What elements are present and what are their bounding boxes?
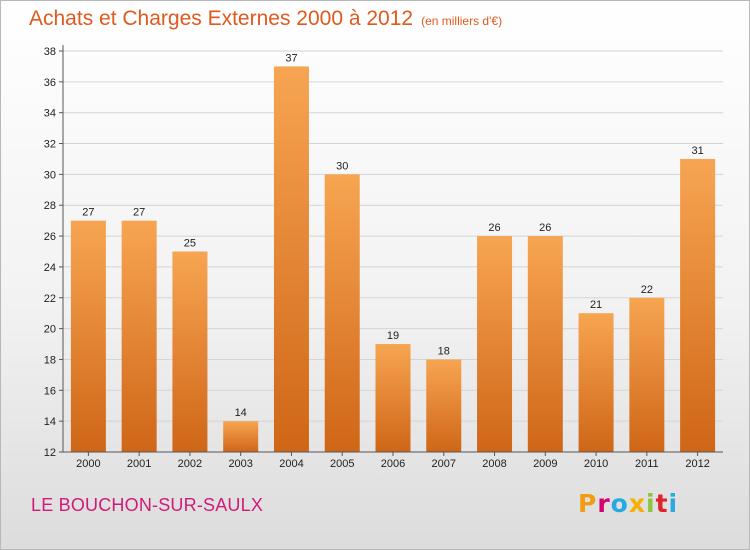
x-tick-label: 2003 [228, 458, 252, 470]
bar-value-label: 37 [285, 52, 297, 64]
brand-letter: P [578, 489, 598, 518]
chart-unit: (en milliers d'€) [421, 14, 503, 28]
bar [273, 66, 309, 452]
bar [578, 313, 614, 452]
bar [172, 251, 208, 452]
x-tick-label: 2007 [432, 458, 456, 470]
y-tick-label: 16 [44, 385, 56, 397]
y-tick-label: 22 [44, 293, 56, 305]
x-tick-label: 2011 [635, 458, 659, 470]
bar-value-label: 26 [539, 222, 551, 234]
bar [223, 421, 259, 452]
x-tick-label: 2008 [482, 458, 506, 470]
bar-value-label: 14 [235, 407, 247, 419]
bar-value-label: 30 [336, 160, 348, 172]
bar [477, 236, 513, 452]
bar [680, 158, 716, 452]
brand-letter: o [610, 489, 629, 518]
y-tick-label: 34 [44, 108, 56, 120]
y-tick-label: 26 [44, 231, 56, 243]
bar [629, 297, 665, 452]
y-tick-label: 18 [44, 354, 56, 366]
bar [426, 359, 462, 452]
bar-value-label: 21 [590, 299, 602, 311]
chart-title: Achats et Charges Externes 2000 à 2012 (e… [29, 7, 502, 31]
bar-value-label: 25 [184, 238, 196, 250]
axes: 12 14 16 18 20 22 24 26 28 30 32 34 36 38 2000 2001 2002… [44, 45, 723, 470]
x-tick-label: 2004 [279, 458, 303, 470]
y-tick-label: 30 [44, 169, 56, 181]
bar [324, 174, 360, 452]
bar-value-label: 22 [641, 284, 653, 296]
x-tick-label: 2009 [533, 458, 557, 470]
town-name: LE BOUCHON-SUR-SAULX [31, 495, 264, 515]
y-tick-label: 24 [44, 262, 56, 274]
x-tick-label: 2002 [178, 458, 202, 470]
bar [527, 236, 563, 452]
x-tick-label: 2012 [685, 458, 709, 470]
brand-letter: i [646, 489, 656, 518]
brand-letter: t [655, 489, 669, 518]
y-tick-label: 36 [44, 77, 56, 89]
brand-letter: i [668, 489, 679, 518]
y-tick-label: 32 [44, 139, 56, 151]
chart-title-text: Achats et Charges Externes 2000 à 2012 [29, 7, 414, 30]
x-tick-label: 2010 [584, 458, 608, 470]
y-tick-label: 38 [44, 46, 56, 58]
bar-value-label: 27 [133, 207, 145, 219]
y-tick-label: 28 [44, 200, 56, 212]
bar-value-label: 19 [387, 330, 399, 342]
bar [375, 344, 411, 452]
proxiti-logo: Proxiti [578, 489, 678, 518]
bar [70, 220, 106, 452]
x-tick-label: 2006 [381, 458, 405, 470]
bar-value-label: 26 [488, 222, 500, 234]
bar-value-label: 18 [438, 345, 450, 357]
bar-value-label: 31 [691, 145, 703, 157]
brand-letter: r [597, 489, 611, 518]
y-tick-label: 20 [44, 324, 56, 336]
x-tick-label: 2000 [76, 458, 100, 470]
bar [121, 220, 157, 452]
bar-value-label: 27 [82, 207, 94, 219]
x-tick-label: 2005 [330, 458, 354, 470]
y-tick-label: 14 [44, 416, 56, 428]
bars: 27 27 25 14 37 30 19 18 26 26 21 22 31 [70, 52, 716, 452]
brand-letter: x [628, 489, 646, 518]
x-tick-label: 2001 [127, 458, 151, 470]
y-tick-label: 12 [44, 447, 56, 459]
